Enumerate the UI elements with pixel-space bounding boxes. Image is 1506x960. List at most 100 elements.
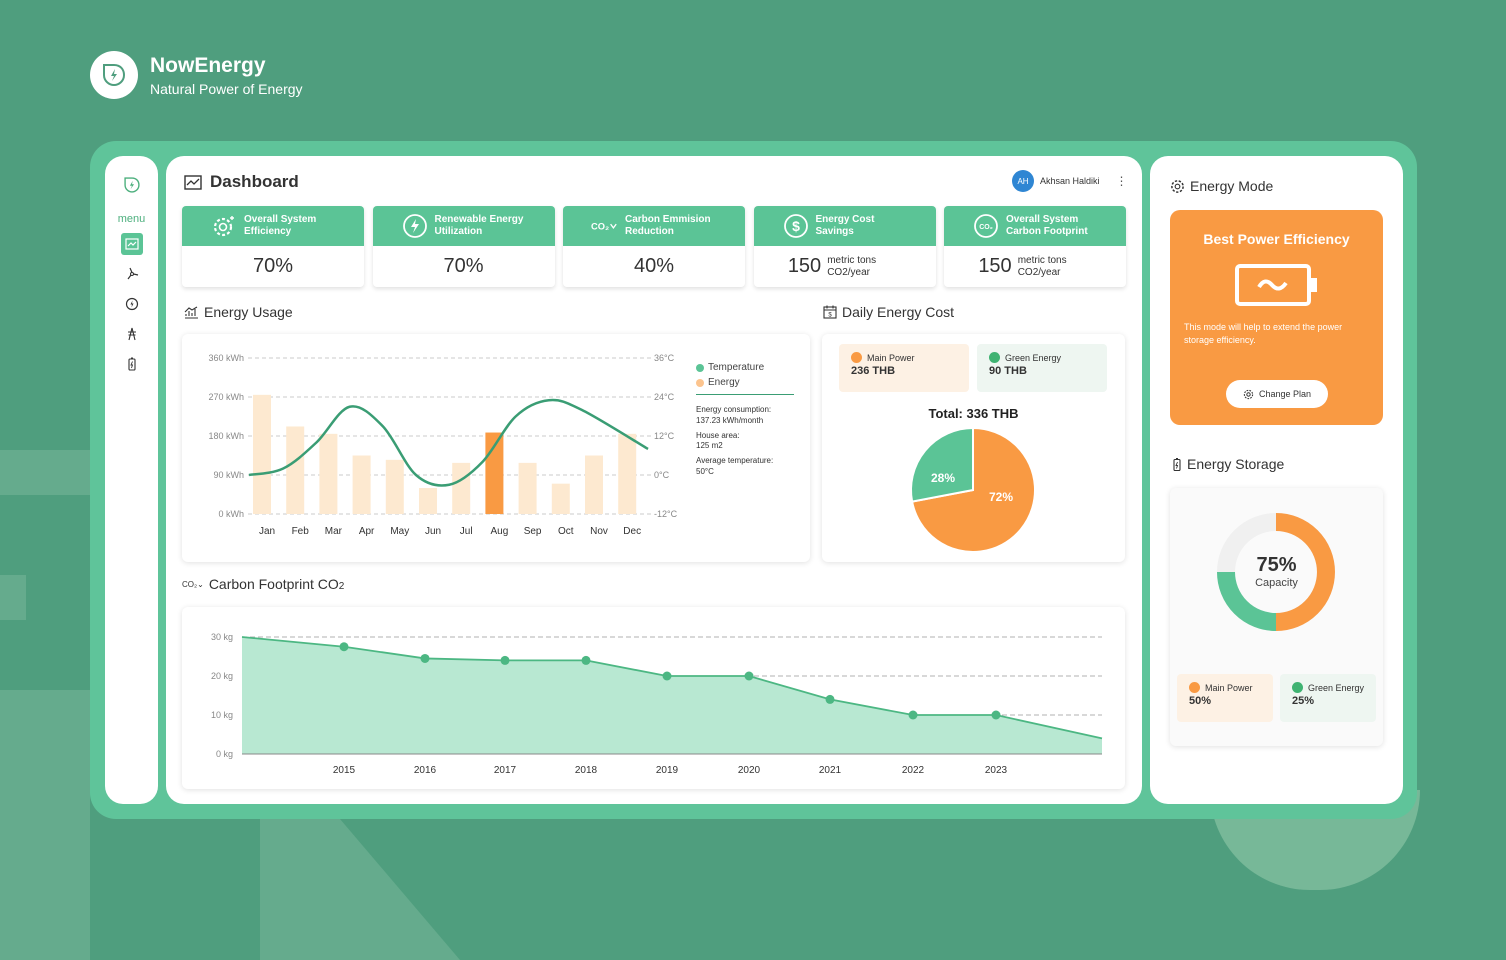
info-label: Average temperature:: [696, 456, 774, 466]
main-power-value: 236 THB: [851, 365, 896, 377]
more-options-icon[interactable]: ⋮: [1115, 174, 1128, 188]
green-energy-value: 90 THB: [989, 365, 1027, 377]
legend-item-temperature: Temperature: [696, 362, 796, 373]
kpi-header: Renewable Energy Utilization: [372, 206, 555, 246]
y-tick-label: 0 kg: [216, 749, 233, 759]
kpi-title: Overall System Efficiency: [244, 213, 317, 238]
kpi-unit: metric tons CO2/year: [827, 254, 877, 278]
x-tick-label: Feb: [292, 526, 310, 537]
kpi-title: Overall System Carbon Footprint: [1006, 213, 1088, 238]
storage-green-energy-box: Green Energy 25%: [1280, 674, 1376, 722]
brand-tagline: Natural Power of Energy: [150, 80, 303, 97]
y-left-tick-label: 90 kWh: [213, 470, 244, 480]
energy-usage-chart: 360 kWh 36°C 270 kWh 24°C 180 kWh 12°C 90 kWh 0…: [208, 353, 677, 537]
energy-mode-title: Energy Mode: [1170, 178, 1273, 194]
change-plan-button[interactable]: Change Plan: [1226, 380, 1328, 408]
y-right-tick-label: 0°C: [654, 470, 670, 480]
y-tick-label: 10 kg: [211, 710, 233, 720]
sidebar-item-fan[interactable]: [121, 263, 143, 285]
kpi-value: 40%: [633, 255, 675, 277]
temperature-line: [248, 398, 649, 487]
x-tick-label: Jul: [460, 526, 473, 537]
carbon-point: [744, 671, 754, 681]
energy-bar: [385, 459, 404, 514]
sidebar-item-battery[interactable]: [121, 353, 143, 375]
energy-bar: [352, 455, 371, 514]
info-label: House area:: [696, 430, 740, 440]
sidebar-item-dashboard[interactable]: [120, 233, 143, 255]
page-title-text: Dashboard: [210, 172, 299, 191]
energy-bar: [286, 426, 305, 514]
carbon-area-chart: 30 kg 20 kg 10 kg 0 kg 2015 2016 2017 2018 2019 2…: [211, 632, 1103, 776]
daily-cost-pie-chart: 72% 28%: [910, 426, 1036, 553]
x-tick-label: 2020: [738, 765, 761, 776]
x-tick-label: Jan: [259, 526, 275, 537]
dollar-icon: $: [782, 212, 810, 240]
energy-usage-card: 360 kWh 36°C 270 kWh 24°C 180 kWh 12°C 90 kWh 0…: [182, 334, 810, 562]
carbon-point: [500, 655, 510, 665]
svg-text:CO₂: CO₂: [979, 224, 993, 231]
sidebar: menu: [105, 156, 158, 804]
kpi-card: Overall System Efficiency 70%: [182, 206, 364, 287]
kpi-body: 70%: [182, 246, 364, 287]
energy-storage-card: 75% Capacity Main Power 50% Green Energy…: [1170, 488, 1383, 746]
y-tick-label: 20 kg: [211, 671, 233, 681]
energy-bar: [253, 394, 271, 514]
gear-icon: [1171, 179, 1184, 193]
x-tick-label: Apr: [359, 526, 375, 537]
battery-wave-icon: [1170, 263, 1383, 307]
leaf-logo-icon: [90, 51, 138, 99]
info-label: Energy consumption:: [696, 405, 772, 414]
energy-bar: [319, 433, 338, 514]
donut-segment-green-energy: [1217, 571, 1277, 631]
sidebar-item-tower[interactable]: [121, 323, 143, 345]
user-name: Akhsan Haldiki: [1040, 176, 1100, 186]
kpi-card: Renewable Energy Utilization 70%: [372, 206, 555, 287]
kpi-value: 150: [978, 255, 1012, 277]
lightning-circle-icon: [125, 297, 138, 311]
info-value: 50°C: [696, 466, 714, 476]
svg-text:$: $: [792, 218, 800, 234]
y-left-tick-label: 360 kWh: [208, 353, 244, 363]
sidebar-item-energy[interactable]: [121, 293, 143, 315]
kpi-title: Energy Cost Savings: [815, 213, 875, 238]
y-right-tick-label: 36°C: [654, 353, 675, 363]
kpi-card: CO₂ Carbon Emmision Reduction 40%: [563, 206, 745, 287]
leaf-logo-icon[interactable]: [123, 176, 141, 199]
x-tick-label: 2016: [414, 765, 437, 776]
carbon-title: CO₂⌄ Carbon Footprint CO 2: [182, 576, 345, 592]
kpi-body: 40%: [563, 246, 745, 287]
fan-icon: [127, 267, 138, 280]
user-profile[interactable]: AH Akhsan Haldiki ⋮: [1012, 170, 1128, 192]
x-tick-label: 2023: [985, 765, 1008, 776]
carbon-point: [339, 642, 349, 652]
pie-slice-green-energy: [910, 426, 974, 503]
carbon-card: 30 kg 20 kg 10 kg 0 kg 2015 2016 2017 2018 2019 2…: [182, 607, 1125, 789]
co2-down-icon: CO₂⌄: [182, 579, 204, 589]
dashboard-icon: [184, 174, 202, 190]
energy-usage-title: Energy Usage: [184, 304, 293, 320]
kpi-title: Carbon Emmision Reduction: [625, 213, 711, 238]
storage-main-value: 50%: [1189, 695, 1212, 707]
kpi-value: 150: [787, 255, 822, 277]
legend-divider: [696, 394, 794, 395]
carbon-area: [242, 637, 1102, 754]
energy-storage-title: Energy Storage: [1172, 456, 1284, 472]
gear-icon: [1243, 389, 1254, 399]
x-tick-label: 2019: [656, 765, 679, 776]
brand: NowEnergy Natural Power of Energy: [90, 51, 303, 99]
x-tick-label: Aug: [491, 526, 509, 537]
y-right-tick-label: 12°C: [654, 431, 675, 441]
x-tick-label: Nov: [590, 526, 608, 537]
donut-segment-main-power: [1275, 513, 1335, 631]
kpi-body: 150 metric tons CO2/year: [754, 246, 936, 287]
total-cost: Total: 336 THB: [928, 406, 1019, 421]
avatar[interactable]: AH: [1012, 170, 1034, 192]
dashboard-icon: [124, 238, 139, 250]
y-tick-label: 30 kg: [211, 632, 233, 642]
background-shape: [0, 690, 90, 960]
x-tick-label: Sep: [524, 526, 542, 537]
x-tick-label: Dec: [623, 526, 641, 537]
energy-bar: [618, 433, 637, 514]
calendar-icon: $: [823, 305, 837, 319]
